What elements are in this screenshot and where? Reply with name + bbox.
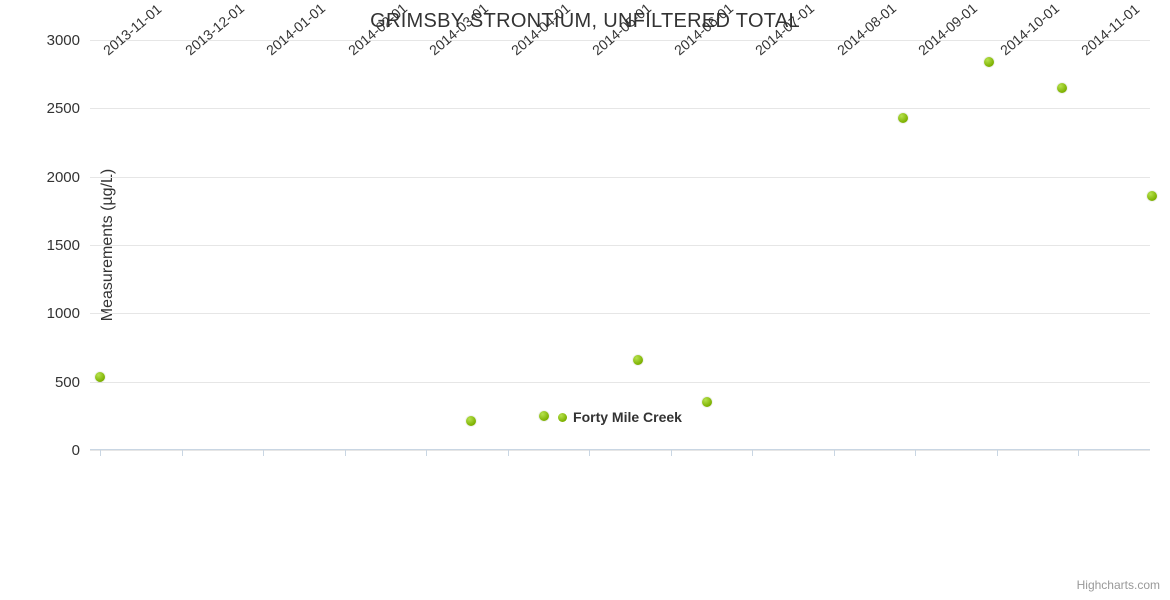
plot-area: Measurements (µg/L) Forty Mile Creek 0 50…	[90, 40, 1150, 450]
x-tick	[426, 450, 427, 456]
x-tick	[589, 450, 590, 456]
data-point-forty-mile-creek-4[interactable]	[702, 397, 712, 407]
data-point-forty-mile-creek-3[interactable]	[633, 355, 643, 365]
data-point-forty-mile-creek-1[interactable]	[466, 416, 476, 426]
data-point-forty-mile-creek-2[interactable]	[539, 411, 549, 421]
y-gridline	[90, 108, 1150, 109]
x-tick	[1078, 450, 1079, 456]
x-tick	[508, 450, 509, 456]
x-tick	[345, 450, 346, 456]
y-gridline	[90, 177, 1150, 178]
y-tick-label: 2500	[10, 100, 80, 117]
y-tick-label: 0	[10, 442, 80, 459]
data-point-forty-mile-creek-5[interactable]	[898, 113, 908, 123]
legend[interactable]: Forty Mile Creek	[90, 409, 1150, 425]
y-gridline	[90, 382, 1150, 383]
chart-title: GRIMSBY STRONTIUM, UNFILTERED TOTAL	[0, 10, 1170, 33]
x-tick	[182, 450, 183, 456]
x-tick	[671, 450, 672, 456]
y-tick-label: 500	[10, 374, 80, 391]
chart-container: GRIMSBY STRONTIUM, UNFILTERED TOTAL Meas…	[0, 0, 1170, 600]
watermark-text: Highcharts.com	[1077, 578, 1160, 592]
x-tick	[915, 450, 916, 456]
data-point-forty-mile-creek-0[interactable]	[95, 372, 105, 382]
y-tick-label: 3000	[10, 32, 80, 49]
y-tick-label: 1000	[10, 305, 80, 322]
x-tick	[263, 450, 264, 456]
y-gridline	[90, 450, 1150, 451]
x-tick	[100, 450, 101, 456]
y-tick-label: 1500	[10, 237, 80, 254]
y-gridline	[90, 313, 1150, 314]
data-point-forty-mile-creek-6[interactable]	[984, 57, 994, 67]
data-point-forty-mile-creek-8[interactable]	[1147, 191, 1157, 201]
legend-marker-icon	[558, 413, 567, 422]
data-point-forty-mile-creek-7[interactable]	[1057, 83, 1067, 93]
y-tick-label: 2000	[10, 169, 80, 186]
y-gridline	[90, 245, 1150, 246]
x-tick	[997, 450, 998, 456]
x-tick	[834, 450, 835, 456]
x-tick	[752, 450, 753, 456]
legend-label: Forty Mile Creek	[573, 409, 682, 425]
